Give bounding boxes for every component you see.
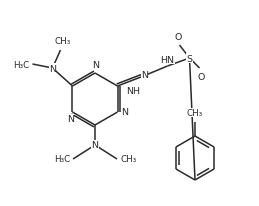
Text: N: N	[49, 64, 56, 73]
Text: S: S	[186, 54, 192, 63]
Text: HN: HN	[161, 56, 175, 65]
Text: H₃C: H₃C	[54, 155, 70, 164]
Text: N: N	[67, 115, 74, 123]
Text: N: N	[121, 108, 128, 117]
Text: H₃C: H₃C	[13, 60, 30, 69]
Text: N: N	[92, 61, 99, 70]
Text: O: O	[198, 73, 205, 82]
Text: CH₃: CH₃	[120, 155, 136, 164]
Text: O: O	[175, 33, 182, 42]
Text: N: N	[141, 71, 148, 80]
Text: NH: NH	[126, 87, 141, 96]
Text: CH₃: CH₃	[187, 109, 203, 117]
Text: N: N	[91, 141, 98, 150]
Text: CH₃: CH₃	[54, 37, 71, 46]
